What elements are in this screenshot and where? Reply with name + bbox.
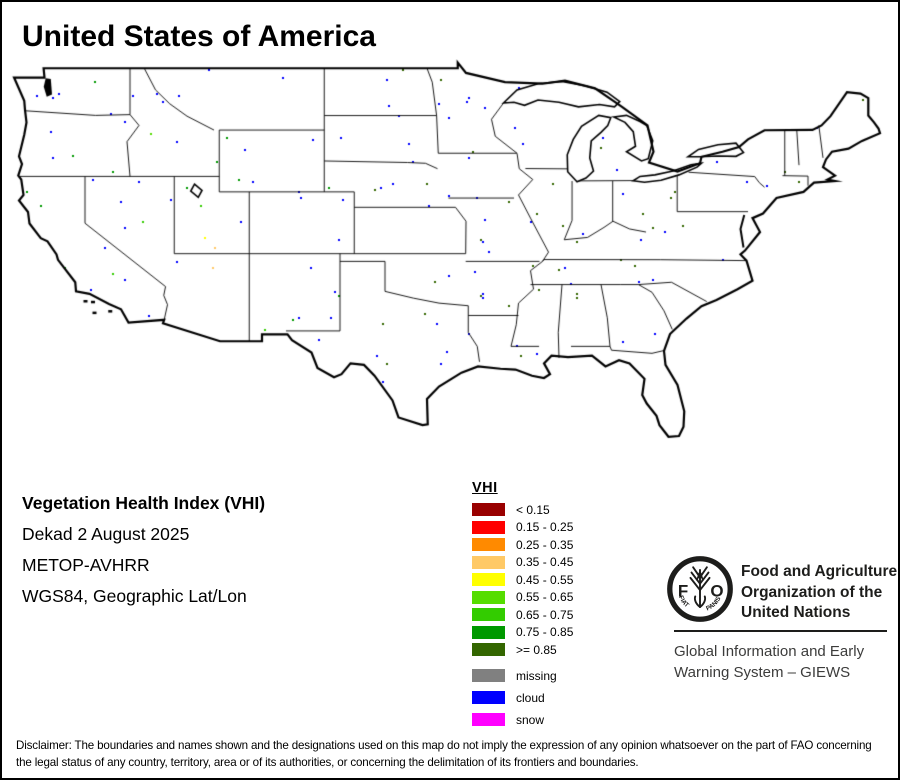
legend-swatch xyxy=(472,625,505,639)
fao-divider-rule xyxy=(674,630,887,633)
page-title: United States of America xyxy=(22,20,376,53)
legend-swatch xyxy=(472,691,505,704)
legend-swatch xyxy=(472,608,505,621)
map-sensor: METOP-AVHRR xyxy=(22,555,150,575)
legend-title: VHI xyxy=(472,480,498,496)
fao-logo-letter-f: F xyxy=(678,581,688,600)
vhi-legend: VHI < 0.15 0.15 - 0.25 0.25 - 0.35 0.35 - 0… xyxy=(472,480,573,735)
legend-row: snow xyxy=(472,712,573,727)
legend-row: < 0.15 xyxy=(472,502,573,517)
legend-class-label: 0.45 - 0.55 xyxy=(516,572,574,587)
legend-swatch xyxy=(472,590,505,604)
map-dekad: Dekad 2 August 2025 xyxy=(22,524,190,544)
giews-line: Global Information and Early xyxy=(674,643,865,660)
legend-swatch xyxy=(472,555,505,569)
disclaimer-text: Disclaimer: The boundaries and names sho… xyxy=(16,739,872,769)
legend-row: 0.65 - 0.75 xyxy=(472,607,574,622)
legend-class-label: 0.25 - 0.35 xyxy=(516,537,574,552)
legend-class-label: >= 0.85 xyxy=(516,642,557,657)
legend-swatch xyxy=(472,643,505,656)
legend-swatch xyxy=(472,573,505,586)
fao-name-line: Food and Agriculture xyxy=(741,563,898,580)
fao-name-line: Organization of the xyxy=(741,583,883,601)
legend-row: 0.35 - 0.45 xyxy=(472,555,574,569)
legend-class-label: 0.65 - 0.75 xyxy=(516,607,574,622)
legend-class-label: 0.35 - 0.45 xyxy=(516,555,574,569)
legend-row: cloud xyxy=(472,690,573,705)
legend-row: 0.25 - 0.35 xyxy=(472,537,574,552)
map-layer-title: Vegetation Health Index (VHI) xyxy=(22,493,266,513)
legend-class-label: cloud xyxy=(516,690,545,705)
legend-row: 0.75 - 0.85 xyxy=(472,625,574,639)
fao-name-line: United Nations xyxy=(741,604,851,621)
legend-row: missing xyxy=(472,668,573,683)
map-projection: WGS84, Geographic Lat/Lon xyxy=(22,586,247,606)
legend-swatch xyxy=(472,669,505,682)
legend-swatch xyxy=(472,713,505,726)
legend-swatch xyxy=(472,520,505,534)
fao-logo-letter-o: O xyxy=(710,581,723,600)
map-info-block: Vegetation Health Index (VHI) Dekad 2 Au… xyxy=(22,488,265,612)
giews-block: Global Information and Early Warning Sys… xyxy=(674,641,864,683)
legend-row: 0.45 - 0.55 xyxy=(472,572,574,587)
fao-name-block: Food and Agriculture Organization of the… xyxy=(741,562,897,624)
legend-class-label: 0.15 - 0.25 xyxy=(516,520,574,534)
legend-extra-list: missing cloud snow xyxy=(472,668,573,727)
fao-logo-letter-a: A xyxy=(696,571,705,584)
fao-logo-wheat-ear xyxy=(689,566,711,608)
giews-line: Warning System – GIEWS xyxy=(674,664,851,681)
legend-row: >= 0.85 xyxy=(472,642,573,657)
legend-class-label: 0.75 - 0.85 xyxy=(516,625,574,639)
us-vhi-raster-map xyxy=(10,59,895,474)
legend-class-list: < 0.15 0.15 - 0.25 0.25 - 0.35 0.35 - 0.45 0… xyxy=(472,502,574,657)
legend-row: 0.55 - 0.65 xyxy=(472,590,574,604)
legend-class-label: missing xyxy=(516,668,557,683)
legend-class-label: < 0.15 xyxy=(516,502,550,517)
legend-swatch xyxy=(472,503,505,516)
legend-swatch xyxy=(472,538,505,551)
legend-class-label: 0.55 - 0.65 xyxy=(516,590,574,604)
fao-logo: F O A FIAT PANIS xyxy=(667,556,733,622)
legend-row: 0.15 - 0.25 xyxy=(472,520,574,534)
legend-class-label: snow xyxy=(516,712,545,727)
